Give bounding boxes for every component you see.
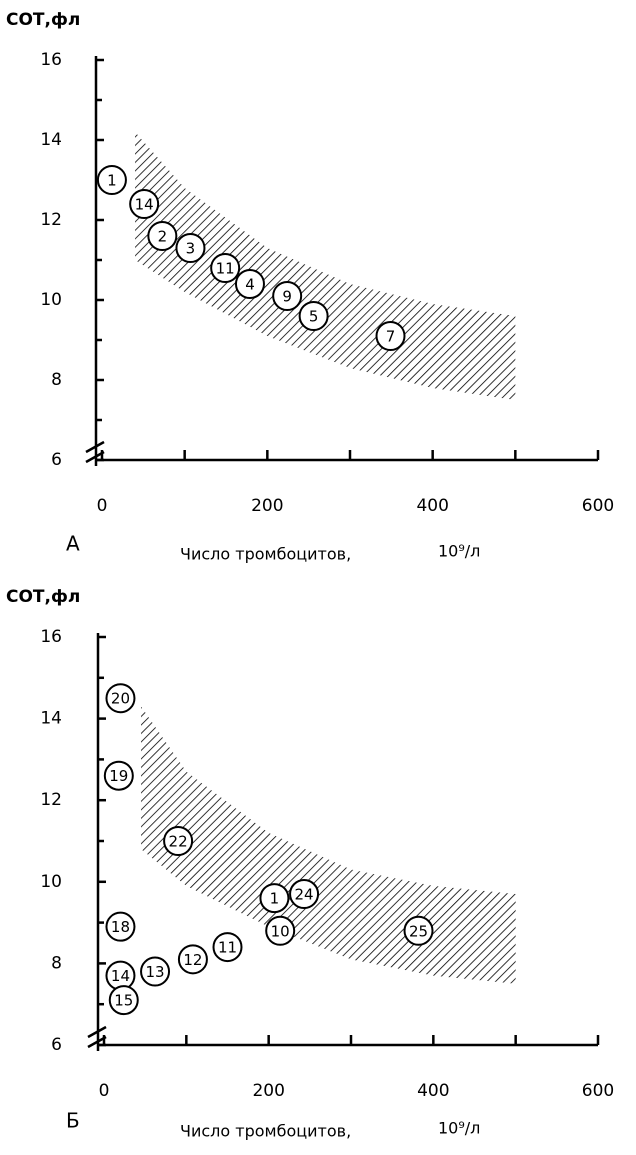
y-tick-label: 6 (51, 1035, 62, 1055)
point-label: 4 (245, 276, 255, 294)
point (289, 879, 320, 910)
point (108, 985, 139, 1016)
point (265, 915, 296, 946)
point-label: 3 (186, 240, 196, 258)
y-tick-label: 14 (40, 130, 62, 150)
point (298, 301, 329, 331)
y-tick-label: 16 (40, 50, 62, 70)
x-axis-unit: 10⁹/л (438, 1119, 480, 1138)
x-tick-label: 200 (251, 496, 283, 516)
panel-label: Б (66, 1109, 80, 1133)
y-tick-label: 8 (51, 370, 62, 390)
y-tick-label: 12 (40, 790, 62, 810)
y-tick-label: 10 (40, 290, 62, 310)
point (234, 269, 265, 299)
point-label: 18 (111, 918, 130, 936)
point (105, 911, 136, 942)
y-tick-label: 12 (40, 210, 62, 230)
point-label: 19 (109, 767, 128, 785)
point (375, 321, 406, 351)
y-tick-label: 10 (40, 872, 62, 892)
point-label: 2 (158, 228, 168, 246)
point-label: 25 (409, 922, 428, 940)
point-label: 7 (386, 328, 396, 346)
point-label: 13 (145, 963, 164, 981)
point-label: 11 (218, 939, 237, 957)
x-tick-label: 600 (582, 496, 614, 516)
point (163, 826, 194, 856)
point-label: 5 (309, 308, 319, 326)
reference-band (141, 706, 516, 984)
point (403, 915, 434, 946)
x-axis-unit: 10⁹/л (438, 542, 480, 561)
reference-band (135, 132, 516, 400)
x-axis-title: Число тромбоцитов, (180, 545, 351, 564)
x-tick-label: 600 (582, 1081, 614, 1101)
x-tick-label: 400 (416, 496, 448, 516)
point-label: 14 (135, 196, 154, 214)
point-label: 20 (111, 690, 130, 708)
y-tick-label: 16 (40, 627, 62, 647)
y-axis-title: СОТ,фл (6, 10, 80, 30)
y-tick-label: 14 (40, 709, 62, 729)
panel-label: А (66, 532, 80, 556)
x-tick-label: 200 (252, 1081, 284, 1101)
x-tick-label: 0 (99, 1081, 110, 1101)
point-label: 11 (216, 260, 235, 278)
point-label: 14 (111, 967, 130, 985)
point-label: 12 (183, 951, 202, 969)
point (103, 760, 134, 791)
x-axis-title: Число тромбоцитов, (180, 1122, 351, 1141)
x-tick-label: 400 (417, 1081, 449, 1101)
point (212, 932, 243, 963)
point (140, 956, 171, 987)
point (272, 281, 303, 311)
point (105, 683, 136, 714)
point (129, 189, 160, 219)
point (96, 165, 127, 195)
point-label: 22 (169, 833, 188, 851)
point-label: 15 (114, 992, 133, 1010)
point (177, 944, 208, 975)
point-label: 1 (107, 172, 117, 190)
x-tick-label: 0 (97, 496, 108, 516)
point-label: 9 (282, 288, 292, 306)
point (259, 883, 290, 914)
point-label: 10 (271, 922, 290, 940)
point-label: 24 (295, 886, 314, 904)
point (210, 253, 241, 283)
y-tick-label: 8 (51, 953, 62, 973)
point-label: 1 (270, 890, 280, 908)
y-axis-title: СОТ,фл (6, 587, 80, 607)
point (147, 221, 178, 251)
y-tick-label: 6 (51, 450, 62, 470)
point (175, 233, 206, 263)
